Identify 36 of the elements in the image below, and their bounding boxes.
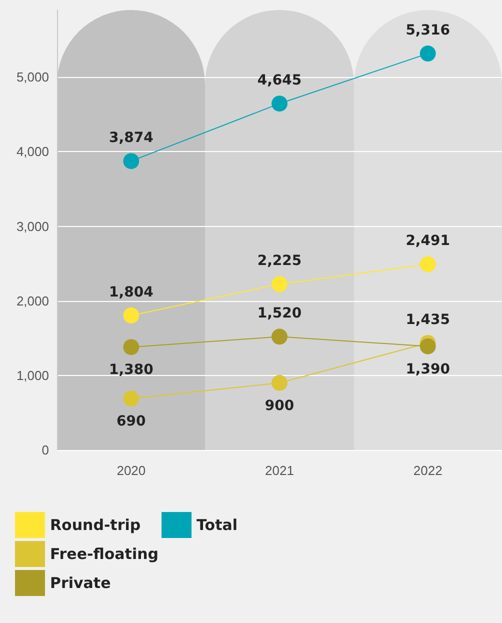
point [272, 374, 288, 391]
data-label: 4,645 [257, 72, 302, 89]
point [272, 276, 288, 292]
point [272, 96, 288, 112]
data-label: 5,316 [406, 22, 450, 39]
x-tick-label: 2021 [265, 463, 294, 478]
y-tick-label: 0 [42, 442, 49, 458]
data-label: 900 [264, 398, 294, 414]
y-tick-label: 2,000 [16, 293, 49, 308]
data-label: 2,225 [257, 253, 302, 270]
point [123, 339, 140, 356]
legend-label: Private [50, 574, 111, 592]
data-label: 3,874 [109, 130, 154, 146]
x-tick-label: 2020 [116, 463, 146, 478]
data-label: 1,520 [257, 306, 302, 322]
point [420, 46, 436, 62]
data-label: 2,491 [406, 233, 450, 250]
data-label: 1,390 [406, 361, 450, 378]
y-tick-label: 1,000 [16, 368, 49, 383]
legend-label: Total [196, 516, 238, 534]
data-label: 1,380 [109, 362, 154, 378]
y-tick-label: 3,000 [16, 218, 49, 234]
data-label: 690 [116, 414, 146, 430]
point [420, 256, 436, 272]
y-tick-label: 5,000 [16, 70, 49, 85]
legend-label: Free-floating [50, 545, 159, 563]
point [123, 390, 140, 407]
point [123, 307, 140, 324]
y-tick-label: 4,000 [16, 144, 49, 160]
x-tick-label: 2022 [413, 463, 442, 478]
point [420, 338, 436, 354]
point [123, 153, 140, 170]
data-label: 1,804 [109, 284, 154, 300]
legend-label: Round-trip [50, 516, 141, 534]
data-label: 1,435 [406, 312, 450, 328]
point [272, 328, 288, 345]
